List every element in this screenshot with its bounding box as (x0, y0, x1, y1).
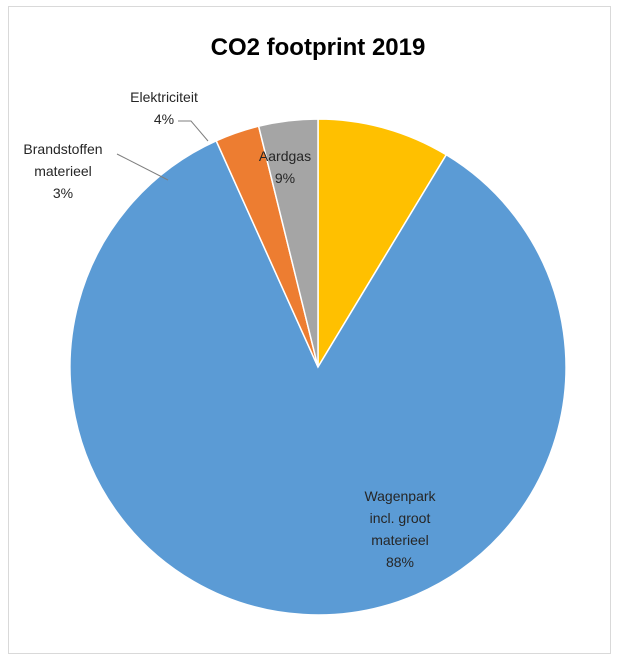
pie-slice-aardgas (317, 118, 448, 370)
pie-slice-wagenpark-incl-groot-materieel (69, 139, 567, 616)
data-label: Aardgas 9% (259, 148, 311, 186)
data-label: Brandstoffen materieel 3% (23, 141, 102, 201)
data-label: Elektriciteit 4% (130, 89, 198, 127)
pie-slice-elektriciteit (257, 118, 319, 368)
pie-slices (69, 118, 567, 616)
leader-line (116, 153, 169, 181)
data-labels: Aardgas 9% Wagenpark incl. groot materieel 88… (23, 89, 436, 570)
leader-lines (116, 120, 209, 181)
data-label: Wagenpark incl. groot materieel 88% (364, 488, 436, 570)
leader-line (178, 120, 209, 142)
chart-title: CO2 footprint 2019 (211, 34, 426, 61)
